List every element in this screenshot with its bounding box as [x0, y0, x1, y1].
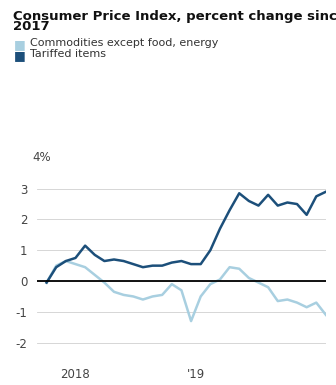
Text: ■: ■: [13, 38, 25, 52]
Text: Tariffed items: Tariffed items: [30, 49, 106, 59]
Text: 2017: 2017: [13, 20, 50, 33]
Text: ■: ■: [13, 49, 25, 62]
Text: Consumer Price Index, percent change since: Consumer Price Index, percent change sin…: [13, 10, 336, 23]
Text: Commodities except food, energy: Commodities except food, energy: [30, 38, 219, 49]
Text: 4%: 4%: [32, 151, 51, 164]
